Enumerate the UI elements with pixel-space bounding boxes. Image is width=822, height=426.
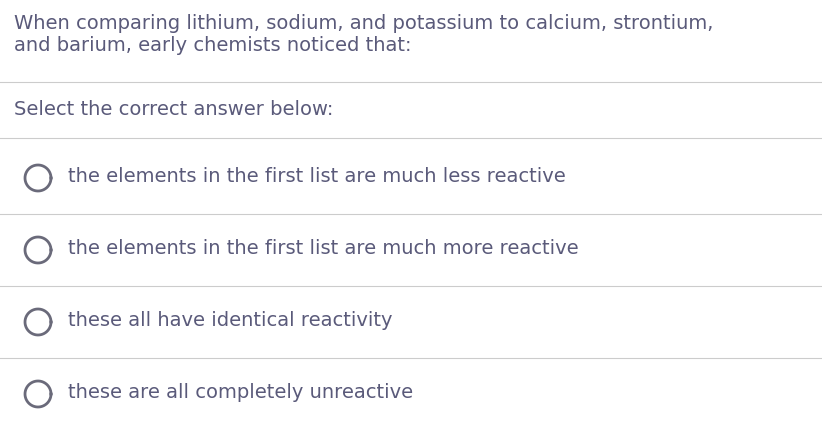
Text: When comparing lithium, sodium, and potassium to calcium, strontium,: When comparing lithium, sodium, and pota… — [14, 14, 713, 33]
Text: and barium, early chemists noticed that:: and barium, early chemists noticed that: — [14, 36, 412, 55]
Text: the elements in the first list are much more reactive: the elements in the first list are much … — [68, 239, 579, 259]
Text: these all have identical reactivity: these all have identical reactivity — [68, 311, 392, 331]
Text: Select the correct answer below:: Select the correct answer below: — [14, 100, 334, 119]
Text: the elements in the first list are much less reactive: the elements in the first list are much … — [68, 167, 566, 187]
Text: these are all completely unreactive: these are all completely unreactive — [68, 383, 413, 403]
